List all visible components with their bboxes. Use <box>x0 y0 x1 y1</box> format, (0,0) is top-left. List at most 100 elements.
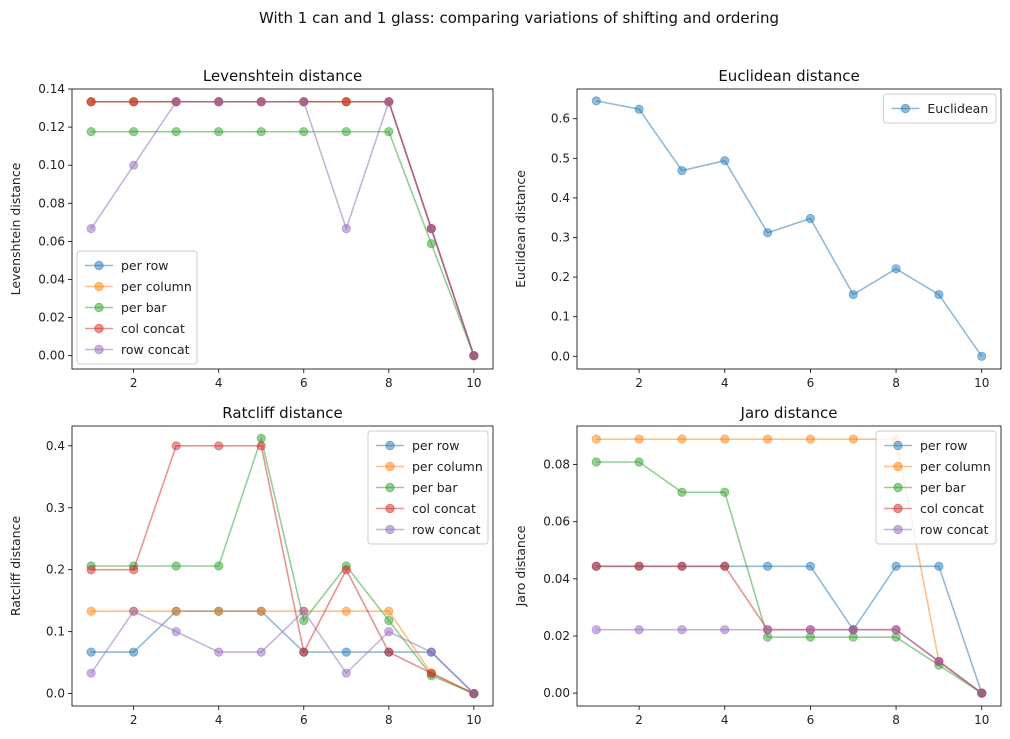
data-point <box>805 625 816 635</box>
x-tick-label: 2 <box>635 713 643 727</box>
data-point <box>86 127 96 137</box>
axes-frame <box>71 425 494 707</box>
data-point <box>341 565 351 575</box>
chart-title: Ratcliff distance <box>222 404 342 422</box>
x-tick-label: 4 <box>721 376 729 390</box>
series-line-0 <box>596 100 983 357</box>
y-tick-label: 0.0 <box>46 687 65 701</box>
y-tick-label: 0.08 <box>543 458 570 472</box>
data-point <box>634 434 644 444</box>
x-tick-label: 8 <box>385 376 393 390</box>
x-tick-label: 10 <box>974 376 989 390</box>
x-tick-label: 6 <box>807 376 815 390</box>
y-tick-label: 0.0 <box>551 349 570 363</box>
data-point <box>591 434 601 444</box>
data-point <box>299 606 309 616</box>
legend-label: per column <box>412 459 483 474</box>
data-point <box>171 441 181 451</box>
series-line-4 <box>596 628 983 694</box>
y-tick-label: 0.00 <box>38 349 65 363</box>
y-tick-label: 0.4 <box>551 191 570 205</box>
data-point <box>384 627 394 637</box>
series-line-4 <box>90 609 475 695</box>
axes-frame <box>576 88 1002 370</box>
y-tick-label: 0.3 <box>551 231 570 245</box>
series-line-3 <box>91 445 475 695</box>
series-line-2 <box>596 461 983 694</box>
chart-title: Jaro distance <box>740 404 838 422</box>
data-point <box>977 351 987 361</box>
legend-box <box>367 430 489 545</box>
data-point <box>634 625 644 635</box>
data-point <box>426 647 436 657</box>
axes-frame <box>576 425 1002 707</box>
data-point <box>677 165 687 176</box>
data-point <box>720 156 730 166</box>
legend-swatch-marker <box>385 461 395 472</box>
data-point <box>469 351 479 361</box>
data-point <box>171 127 181 137</box>
data-point <box>634 104 644 114</box>
data-point <box>426 668 436 678</box>
legend-swatch-marker <box>94 302 104 313</box>
chart-title: Euclidean distance <box>718 67 859 85</box>
legend-swatch-marker <box>385 503 395 514</box>
chart-panel-4: Jaro distance Jaro distance 2 4 6 8 10 0.00 0.02… <box>513 404 1002 727</box>
legend-swatch-marker <box>94 281 104 292</box>
data-point <box>341 97 351 107</box>
data-point <box>86 668 96 678</box>
data-point <box>762 561 773 571</box>
data-point <box>848 625 858 635</box>
data-point <box>591 96 601 106</box>
data-point <box>256 97 266 107</box>
data-point <box>214 441 224 451</box>
y-tick-label: 0.2 <box>46 563 65 577</box>
legend-swatch-marker <box>893 524 903 535</box>
data-point <box>634 561 644 571</box>
legend-label: per bar <box>412 480 458 495</box>
legend-swatch-marker <box>900 103 911 114</box>
figure-suptitle: With 1 can and 1 glass: comparing variat… <box>259 9 779 27</box>
data-point <box>171 627 181 637</box>
data-point <box>426 239 436 249</box>
data-point <box>214 606 224 616</box>
data-point <box>86 606 96 616</box>
x-tick-label: 4 <box>721 713 729 727</box>
data-point <box>256 127 266 137</box>
x-tick-label: 8 <box>892 376 900 390</box>
legend-label: row concat <box>412 522 481 537</box>
data-point <box>677 434 687 444</box>
chart-title: Levenshtein distance <box>203 67 362 85</box>
data-point <box>214 97 224 107</box>
series-line-1 <box>91 610 475 695</box>
data-point <box>720 561 730 571</box>
y-tick-label: 0.04 <box>543 572 570 586</box>
data-point <box>677 487 687 497</box>
data-point <box>129 565 139 575</box>
x-tick-label: 4 <box>215 713 223 727</box>
y-tick-label: 0.00 <box>543 686 570 700</box>
data-point <box>256 441 266 451</box>
legend-label: row concat <box>121 342 190 357</box>
data-point <box>934 656 944 667</box>
legend-swatch-marker <box>893 461 903 472</box>
y-tick-label: 0.04 <box>38 272 65 286</box>
data-point <box>384 647 394 657</box>
series-line-2 <box>91 435 475 695</box>
data-point <box>720 434 730 444</box>
legend-label: per bar <box>121 300 167 315</box>
legend-swatch-marker <box>385 482 395 493</box>
data-point <box>171 561 181 571</box>
x-tick-label: 4 <box>215 376 223 390</box>
y-axis-label: Euclidean distance <box>513 170 528 288</box>
y-axis-label: Ratcliff distance <box>8 516 23 617</box>
legend-box <box>76 250 198 365</box>
data-point <box>299 97 309 107</box>
y-tick-label: 0.02 <box>543 629 570 643</box>
legend: per row per column per bar col concat row co… <box>76 250 198 365</box>
legend-label: Euclidean <box>927 101 988 116</box>
data-point <box>86 224 96 234</box>
data-point <box>677 625 687 635</box>
legend-box <box>875 430 997 545</box>
legend-label: row concat <box>920 522 989 537</box>
